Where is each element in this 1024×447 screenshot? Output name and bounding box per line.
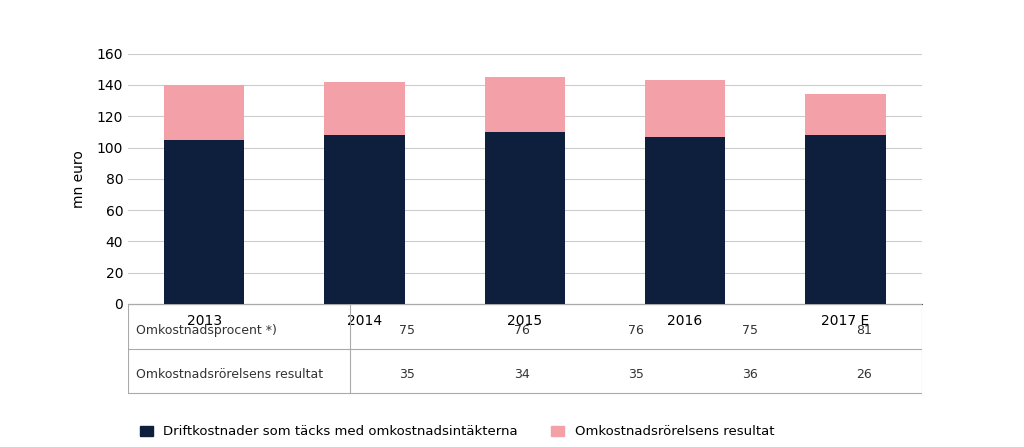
Text: Omkostnadsprocent *): Omkostnadsprocent *) [136, 324, 276, 337]
Bar [645, 137, 725, 304]
Text: 81: 81 [856, 324, 872, 337]
Bar [805, 135, 886, 304]
Text: Omkostnadsrörelsens resultat: Omkostnadsrörelsens resultat [136, 368, 323, 381]
Text: 76: 76 [628, 324, 644, 337]
Bar [484, 77, 565, 132]
Bar [325, 135, 404, 304]
Text: 75: 75 [399, 324, 416, 337]
Bar [645, 80, 725, 137]
Bar [164, 85, 245, 139]
Legend: Driftkostnader som täcks med omkostnadsintäkterna, Omkostnadsrörelsens resultat: Driftkostnader som täcks med omkostnadsi… [139, 425, 774, 438]
Bar [805, 94, 886, 135]
Text: 75: 75 [742, 324, 758, 337]
Text: 35: 35 [399, 368, 416, 381]
Bar [164, 139, 245, 304]
Text: 76: 76 [514, 324, 529, 337]
Text: 26: 26 [857, 368, 872, 381]
Y-axis label: mn euro: mn euro [72, 150, 86, 208]
Text: 34: 34 [514, 368, 529, 381]
Bar [325, 82, 404, 135]
Text: 35: 35 [628, 368, 644, 381]
Text: 36: 36 [742, 368, 758, 381]
Bar [484, 132, 565, 304]
